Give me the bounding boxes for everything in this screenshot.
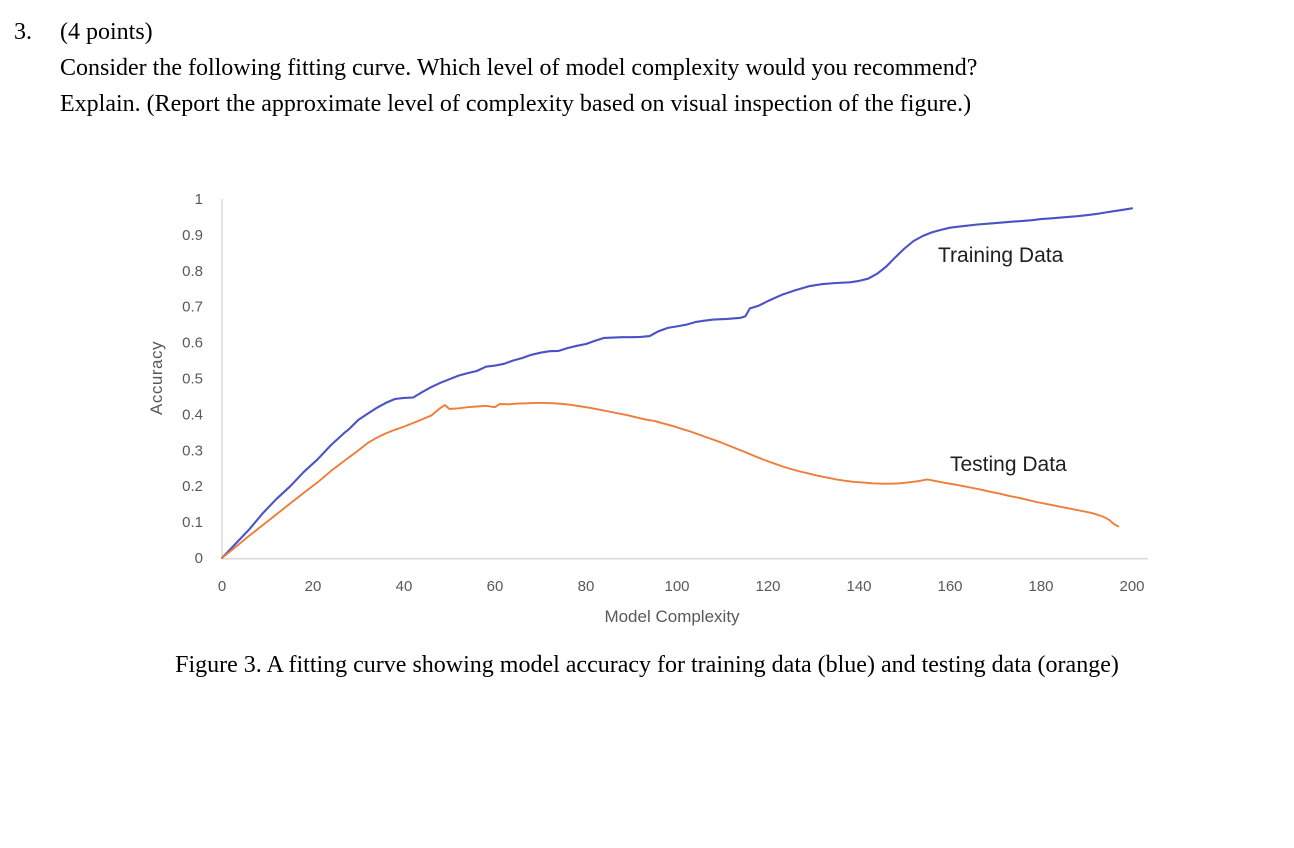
- question-number: 3.: [14, 19, 32, 45]
- fitting-curve-chart: 0 0.1 0.2 0.3 0.4 0.5 0.6 0.7 0.8 0.9 1 0 20 40 60 80 10…: [140, 170, 1200, 640]
- series-label-training: Training Data: [938, 244, 1064, 267]
- x-tick-label: 180: [1028, 578, 1053, 595]
- series-line-testing: [221, 401, 1120, 559]
- question-prompt-line1: Consider the following fitting curve. Wh…: [60, 55, 978, 81]
- x-tick-label: 120: [755, 578, 780, 595]
- series-line-training: [220, 207, 1134, 560]
- x-tick-label: 100: [664, 578, 689, 595]
- series-label-testing: Testing Data: [950, 453, 1067, 476]
- x-tick-label: 80: [578, 578, 595, 595]
- x-tick-label: 20: [305, 578, 322, 595]
- y-axis-title: Accuracy: [147, 341, 166, 415]
- question-first-line: 3. (4 points): [14, 14, 1254, 50]
- y-tick-label: 0.5: [182, 371, 203, 388]
- y-tick-label: 0.9: [182, 227, 203, 244]
- y-tick-label: 0.4: [182, 406, 203, 423]
- y-tick-label: 0.3: [182, 442, 203, 459]
- x-tick-label: 40: [396, 578, 413, 595]
- x-tick-label: 60: [487, 578, 504, 595]
- x-tick-label: 200: [1119, 578, 1144, 595]
- question-block: 3. (4 points) Consider the following fitt…: [14, 14, 1254, 122]
- question-points: (4 points): [60, 19, 153, 45]
- x-tick-label: 140: [846, 578, 871, 595]
- y-tick-label: 0.1: [182, 514, 203, 531]
- y-tick-label: 0.7: [182, 299, 203, 316]
- y-tick-label: 0.6: [182, 335, 203, 352]
- x-tick-label: 0: [218, 578, 226, 595]
- x-tick-label: 160: [937, 578, 962, 595]
- chart-canvas: 0 0.1 0.2 0.3 0.4 0.5 0.6 0.7 0.8 0.9 1 0 20 40 60 80 10…: [147, 191, 1148, 626]
- x-axis-title: Model Complexity: [604, 607, 740, 626]
- y-tick-label: 0.8: [182, 263, 203, 280]
- y-tick-label: 1: [195, 191, 203, 208]
- question-prompt-line2: Explain. (Report the approximate level o…: [60, 91, 972, 117]
- y-tick-label: 0.2: [182, 478, 203, 495]
- figure-caption: Figure 3. A fitting curve showing model …: [175, 652, 1119, 678]
- y-tick-label: 0: [195, 550, 203, 567]
